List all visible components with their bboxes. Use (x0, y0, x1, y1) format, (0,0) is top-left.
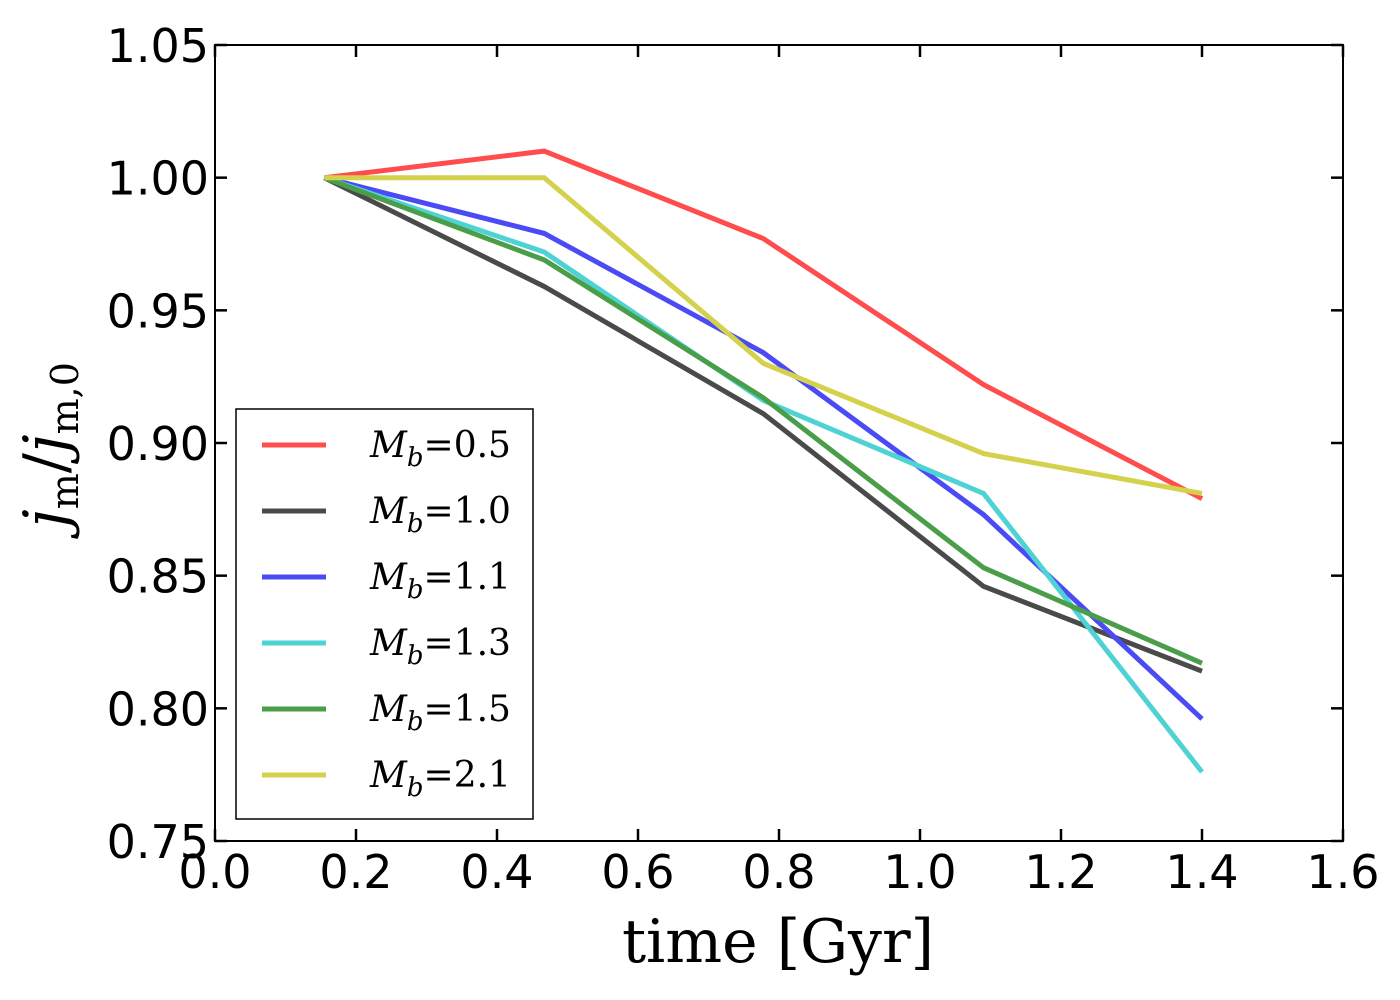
y-title-j1: j (11, 509, 81, 539)
x-tick-label: 0.6 (601, 845, 674, 899)
y-tick-label: 1.00 (107, 152, 209, 206)
y-title-slash: / (11, 452, 81, 473)
y-axis-title: jm/jm,0 (11, 362, 87, 539)
x-tick-label: 0.2 (319, 845, 392, 899)
x-tick-label: 0.8 (742, 845, 815, 899)
y-tick-label: 0.85 (107, 550, 209, 604)
series-line-2 (323, 175, 1203, 674)
legend-label: Mb=0.5 (369, 425, 511, 473)
legend-label: Mb=1.1 (369, 557, 511, 605)
y-tick-label: 0.90 (107, 417, 209, 471)
y-title-sub1: m (43, 473, 87, 509)
y-tick-label: 0.95 (107, 284, 209, 338)
x-tick-label: 0.0 (178, 845, 251, 899)
legend: Mb=0.5 Mb=1.0 Mb=1.1 Mb=1.3 Mb=1.5 Mb=2.1 (235, 408, 534, 820)
y-tick-label: 0.80 (107, 682, 209, 736)
legend-label: Mb=1.0 (369, 491, 511, 539)
legend-box (235, 408, 534, 820)
x-tick-label: 1.0 (883, 845, 956, 899)
legend-label: Mb=1.5 (369, 689, 511, 737)
y-title-sub2: m,0 (43, 362, 87, 434)
legend-label: Mb=2.1 (369, 755, 511, 803)
series-lines (323, 148, 1204, 774)
x-tick-label: 1.2 (1024, 845, 1097, 899)
x-tick-labels: 0.0 0.2 0.4 0.6 0.8 1.0 1.2 1.4 1.6 (178, 845, 1379, 899)
legend-label: Mb=1.3 (369, 623, 511, 671)
x-axis-title: time [Gyr] (622, 907, 934, 977)
svg-text:jm/jm,0: jm/jm,0 (11, 362, 87, 539)
series-line-6 (324, 175, 1203, 496)
x-tick-label: 1.6 (1306, 845, 1379, 899)
series-line-5 (323, 175, 1204, 666)
y-tick-label: 1.05 (107, 19, 209, 73)
y-tick-labels: 0.75 0.80 0.85 0.90 0.95 1.00 1.05 (107, 19, 209, 869)
axis-ticks (213, 43, 1345, 843)
series-line-1 (323, 148, 1204, 501)
x-tick-label: 0.4 (460, 845, 533, 899)
y-tick-label: 0.75 (107, 815, 209, 869)
x-tick-label: 1.4 (1165, 845, 1238, 899)
